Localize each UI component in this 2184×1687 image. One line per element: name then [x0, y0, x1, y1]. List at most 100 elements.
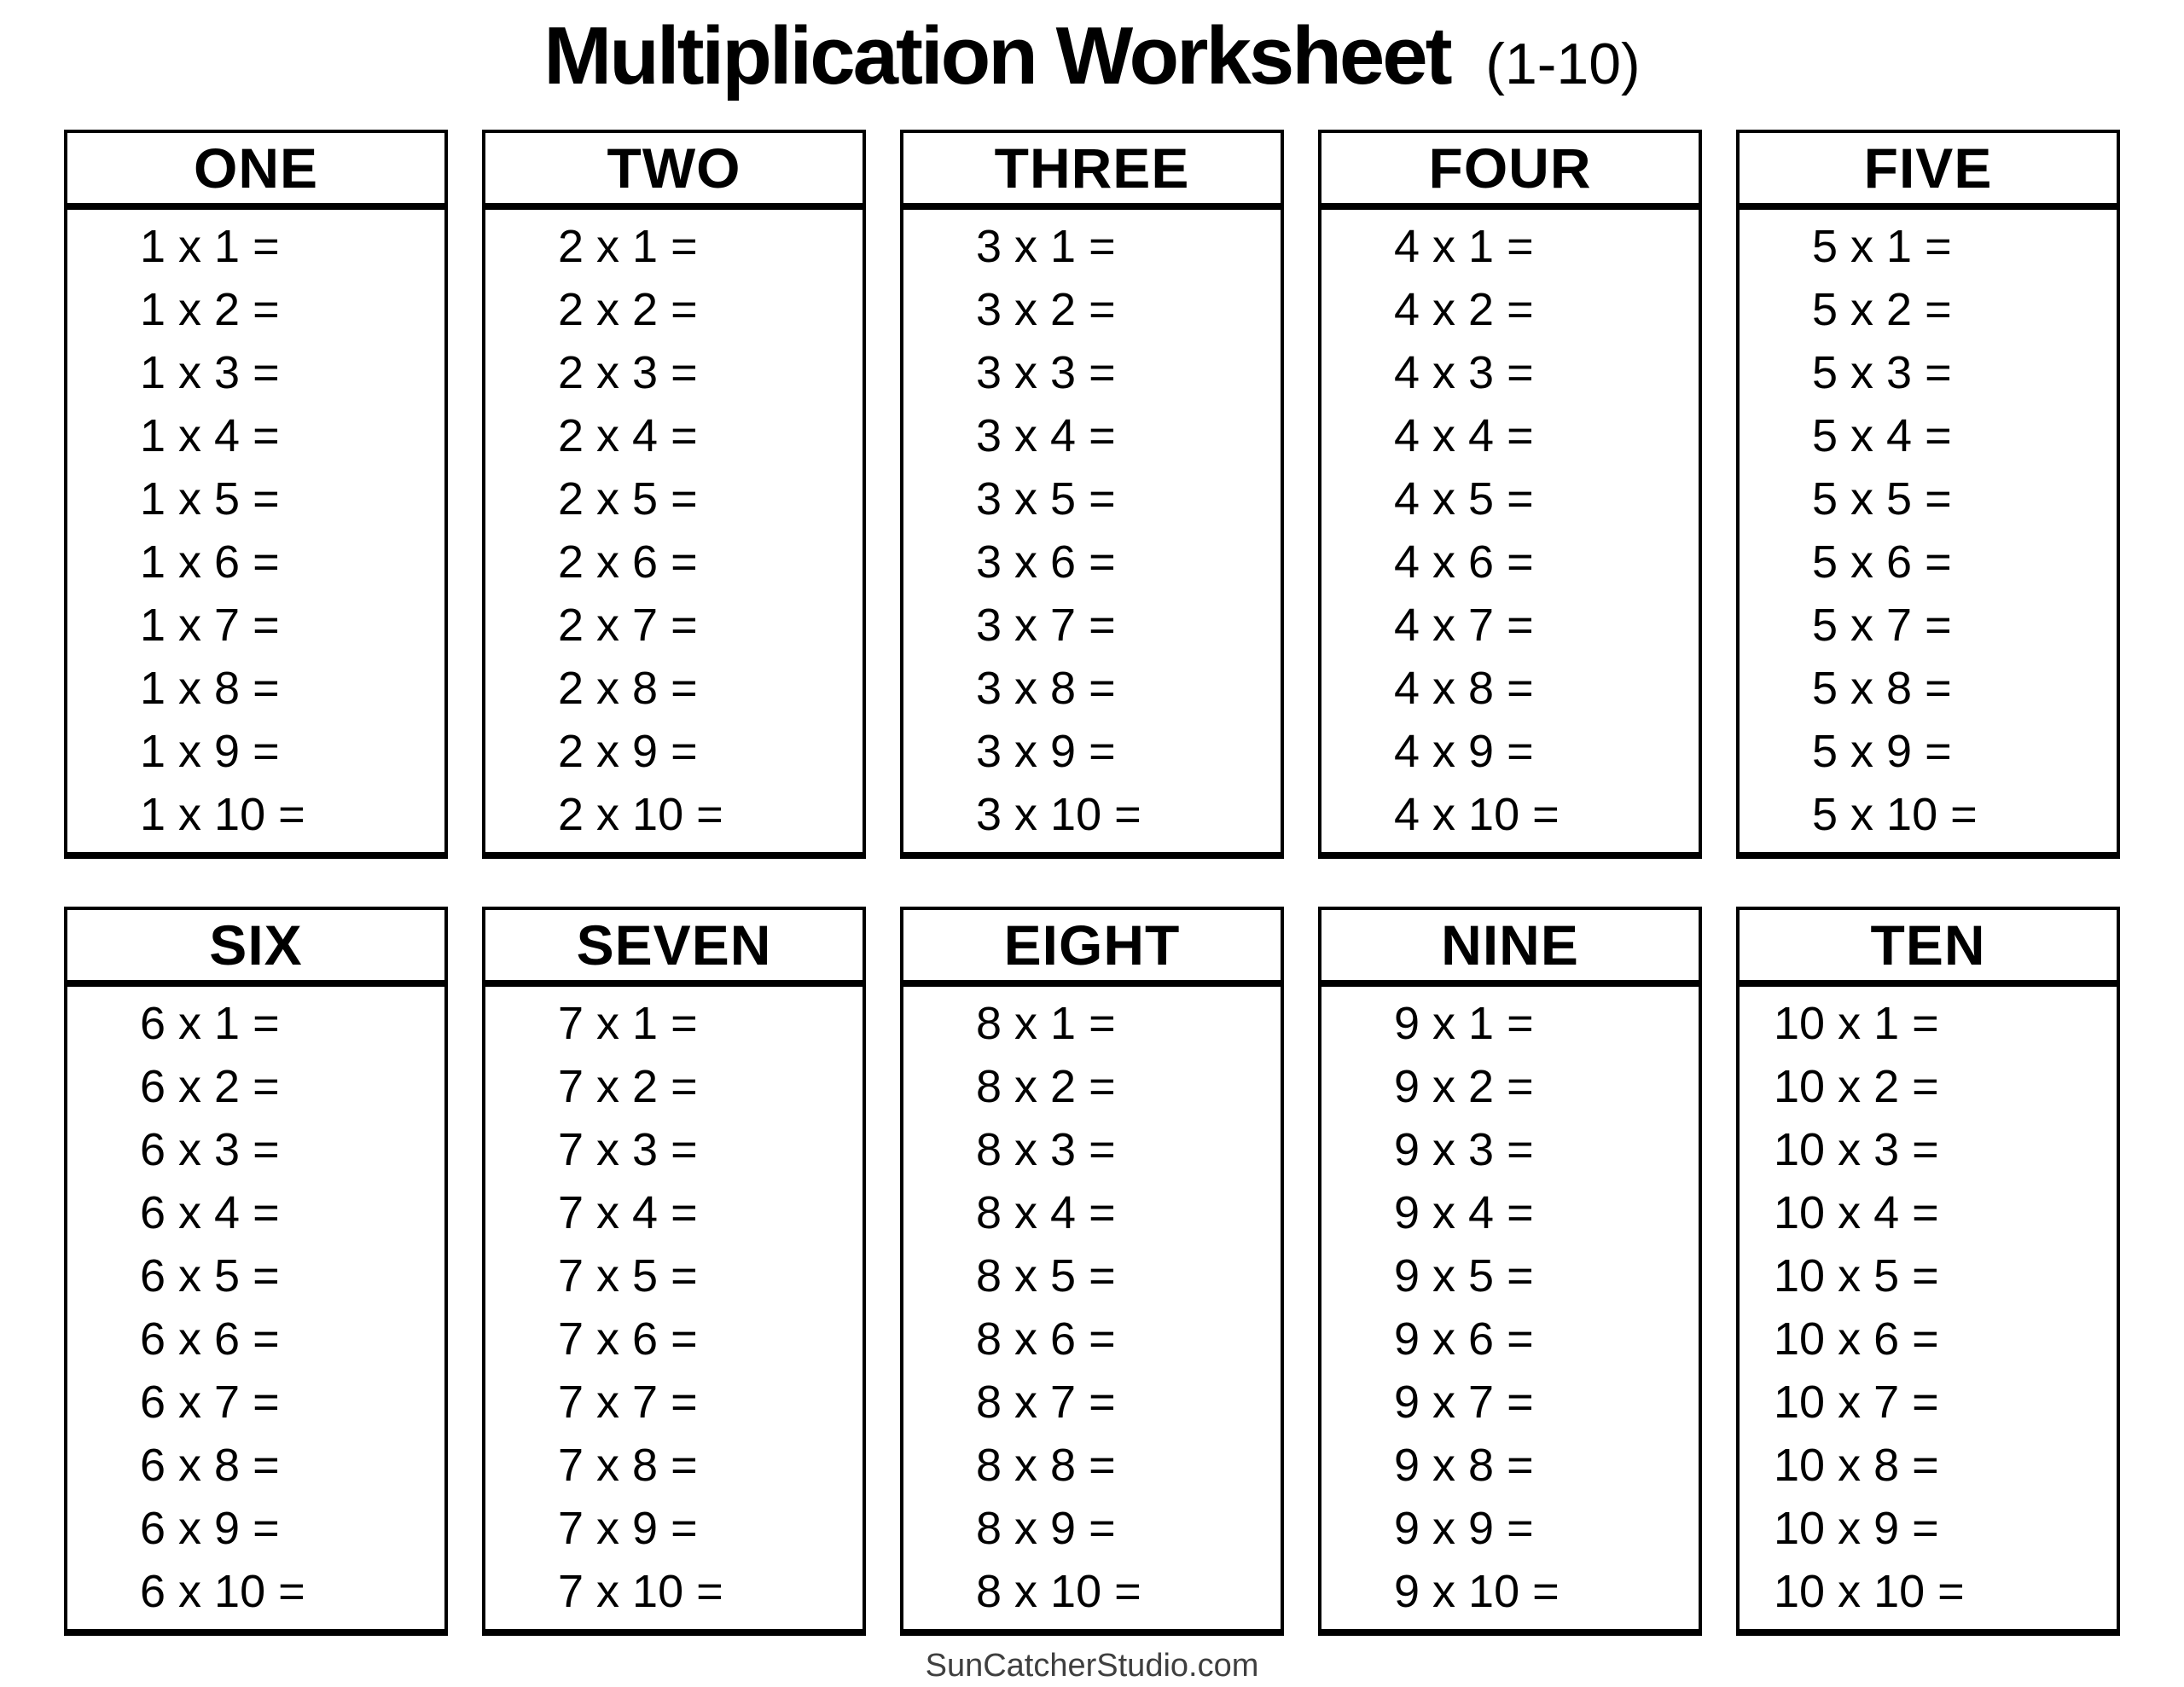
problem-row: 5 x 4 =	[1812, 410, 1952, 461]
problem-row: 5 x 10 =	[1812, 789, 1978, 840]
problem-row: 5 x 5 =	[1812, 473, 1952, 525]
problem-row: 8 x 8 =	[976, 1440, 1116, 1491]
table-header-label: ONE	[67, 133, 444, 210]
problem-row: 1 x 5 =	[140, 473, 280, 525]
problem-row: 10 x 1 =	[1774, 998, 1939, 1049]
table-problems: 5 x 1 = 5 x 2 = 5 x 3 = 5 x 4 = 5 x 5 = 5 x 6…	[1740, 210, 2117, 852]
problem-row: 6 x 6 =	[140, 1313, 280, 1365]
problem-row: 2 x 1 =	[558, 221, 698, 272]
problem-row: 7 x 2 =	[558, 1061, 698, 1112]
problem-row: 6 x 2 =	[140, 1061, 280, 1112]
problem-row: 10 x 6 =	[1774, 1313, 1939, 1365]
problem-row: 9 x 4 =	[1394, 1187, 1534, 1238]
problem-row: 8 x 10 =	[976, 1566, 1141, 1617]
problem-row: 5 x 9 =	[1812, 726, 1952, 777]
problem-row: 1 x 4 =	[140, 410, 280, 461]
problem-row: 7 x 4 =	[558, 1187, 698, 1238]
problem-row: 2 x 7 =	[558, 600, 698, 651]
tables-grid: ONE 1 x 1 = 1 x 2 = 1 x 3 = 1 x 4 = 1 x 5 = 1…	[64, 130, 2120, 1636]
problem-row: 2 x 10 =	[558, 789, 723, 840]
multiplication-table-nine: NINE 9 x 1 = 9 x 2 = 9 x 3 = 9 x 4 = 9 x 5 =…	[1318, 907, 1702, 1636]
problem-row: 7 x 7 =	[558, 1377, 698, 1428]
problem-row: 8 x 6 =	[976, 1313, 1116, 1365]
problem-row: 6 x 4 =	[140, 1187, 280, 1238]
table-header-label: THREE	[903, 133, 1281, 210]
problem-row: 5 x 8 =	[1812, 663, 1952, 714]
table-problems: 3 x 1 = 3 x 2 = 3 x 3 = 3 x 4 = 3 x 5 = 3 x 6…	[903, 210, 1281, 852]
problem-row: 8 x 1 =	[976, 998, 1116, 1049]
table-header-label: TEN	[1740, 910, 2117, 987]
problem-row: 7 x 9 =	[558, 1503, 698, 1554]
problem-row: 10 x 10 =	[1774, 1566, 1965, 1617]
page-title: Multiplication Worksheet (1-10)	[0, 15, 2184, 97]
problem-row: 4 x 3 =	[1394, 347, 1534, 398]
problem-row: 10 x 2 =	[1774, 1061, 1939, 1112]
table-problems: 9 x 1 = 9 x 2 = 9 x 3 = 9 x 4 = 9 x 5 = 9 x 6…	[1321, 987, 1699, 1629]
table-problems: 8 x 1 = 8 x 2 = 8 x 3 = 8 x 4 = 8 x 5 = 8 x 6…	[903, 987, 1281, 1629]
problem-row: 1 x 7 =	[140, 600, 280, 651]
problem-row: 3 x 8 =	[976, 663, 1116, 714]
problem-row: 8 x 3 =	[976, 1124, 1116, 1175]
multiplication-table-four: FOUR 4 x 1 = 4 x 2 = 4 x 3 = 4 x 4 = 4 x 5 =…	[1318, 130, 1702, 859]
problem-row: 5 x 3 =	[1812, 347, 1952, 398]
problem-row: 2 x 8 =	[558, 663, 698, 714]
title-main: Multiplication Worksheet	[543, 10, 1452, 101]
problem-row: 2 x 9 =	[558, 726, 698, 777]
table-problems: 6 x 1 = 6 x 2 = 6 x 3 = 6 x 4 = 6 x 5 = 6 x 6…	[67, 987, 444, 1629]
problem-row: 8 x 2 =	[976, 1061, 1116, 1112]
problem-row: 6 x 3 =	[140, 1124, 280, 1175]
problem-row: 1 x 3 =	[140, 347, 280, 398]
problem-row: 9 x 7 =	[1394, 1377, 1534, 1428]
problem-row: 5 x 2 =	[1812, 284, 1952, 335]
problem-row: 6 x 10 =	[140, 1566, 305, 1617]
problem-row: 3 x 2 =	[976, 284, 1116, 335]
table-header-label: EIGHT	[903, 910, 1281, 987]
table-problems: 7 x 1 = 7 x 2 = 7 x 3 = 7 x 4 = 7 x 5 = 7 x 6…	[485, 987, 863, 1629]
problem-row: 9 x 8 =	[1394, 1440, 1534, 1491]
table-header-label: FOUR	[1321, 133, 1699, 210]
multiplication-table-ten: TEN 10 x 1 = 10 x 2 = 10 x 3 = 10 x 4 = 10 x…	[1736, 907, 2120, 1636]
title-range: (1-10)	[1485, 32, 1641, 96]
problem-row: 6 x 5 =	[140, 1250, 280, 1301]
multiplication-table-eight: EIGHT 8 x 1 = 8 x 2 = 8 x 3 = 8 x 4 = 8 x 5 …	[900, 907, 1284, 1636]
table-problems: 4 x 1 = 4 x 2 = 4 x 3 = 4 x 4 = 4 x 5 = 4 x 6…	[1321, 210, 1699, 852]
worksheet-page: Multiplication Worksheet (1-10) ONE 1 x …	[0, 15, 2184, 1685]
problem-row: 5 x 7 =	[1812, 600, 1952, 651]
problem-row: 3 x 9 =	[976, 726, 1116, 777]
problem-row: 6 x 7 =	[140, 1377, 280, 1428]
problem-row: 9 x 2 =	[1394, 1061, 1534, 1112]
problem-row: 4 x 2 =	[1394, 284, 1534, 335]
problem-row: 2 x 3 =	[558, 347, 698, 398]
table-header-label: TWO	[485, 133, 863, 210]
problem-row: 9 x 10 =	[1394, 1566, 1560, 1617]
problem-row: 4 x 6 =	[1394, 536, 1534, 588]
problem-row: 2 x 2 =	[558, 284, 698, 335]
problem-row: 9 x 3 =	[1394, 1124, 1534, 1175]
problem-row: 1 x 9 =	[140, 726, 280, 777]
problem-row: 2 x 4 =	[558, 410, 698, 461]
table-header-label: FIVE	[1740, 133, 2117, 210]
table-header-label: NINE	[1321, 910, 1699, 987]
problem-row: 8 x 4 =	[976, 1187, 1116, 1238]
problem-row: 2 x 6 =	[558, 536, 698, 588]
problem-row: 9 x 6 =	[1394, 1313, 1534, 1365]
problem-row: 10 x 9 =	[1774, 1503, 1939, 1554]
problem-row: 6 x 9 =	[140, 1503, 280, 1554]
problem-row: 7 x 8 =	[558, 1440, 698, 1491]
problem-row: 5 x 1 =	[1812, 221, 1952, 272]
problem-row: 1 x 1 =	[140, 221, 280, 272]
problem-row: 10 x 3 =	[1774, 1124, 1939, 1175]
problem-row: 6 x 1 =	[140, 998, 280, 1049]
problem-row: 8 x 9 =	[976, 1503, 1116, 1554]
problem-row: 1 x 2 =	[140, 284, 280, 335]
table-problems: 2 x 1 = 2 x 2 = 2 x 3 = 2 x 4 = 2 x 5 = 2 x 6…	[485, 210, 863, 852]
problem-row: 6 x 8 =	[140, 1440, 280, 1491]
problem-row: 7 x 6 =	[558, 1313, 698, 1365]
problem-row: 2 x 5 =	[558, 473, 698, 525]
problem-row: 7 x 5 =	[558, 1250, 698, 1301]
problem-row: 3 x 3 =	[976, 347, 1116, 398]
multiplication-table-one: ONE 1 x 1 = 1 x 2 = 1 x 3 = 1 x 4 = 1 x 5 = 1…	[64, 130, 448, 859]
multiplication-table-two: TWO 2 x 1 = 2 x 2 = 2 x 3 = 2 x 4 = 2 x 5 = 2…	[482, 130, 866, 859]
problem-row: 7 x 1 =	[558, 998, 698, 1049]
problem-row: 4 x 10 =	[1394, 789, 1560, 840]
